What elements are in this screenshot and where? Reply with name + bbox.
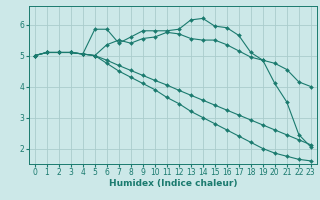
X-axis label: Humidex (Indice chaleur): Humidex (Indice chaleur) — [108, 179, 237, 188]
